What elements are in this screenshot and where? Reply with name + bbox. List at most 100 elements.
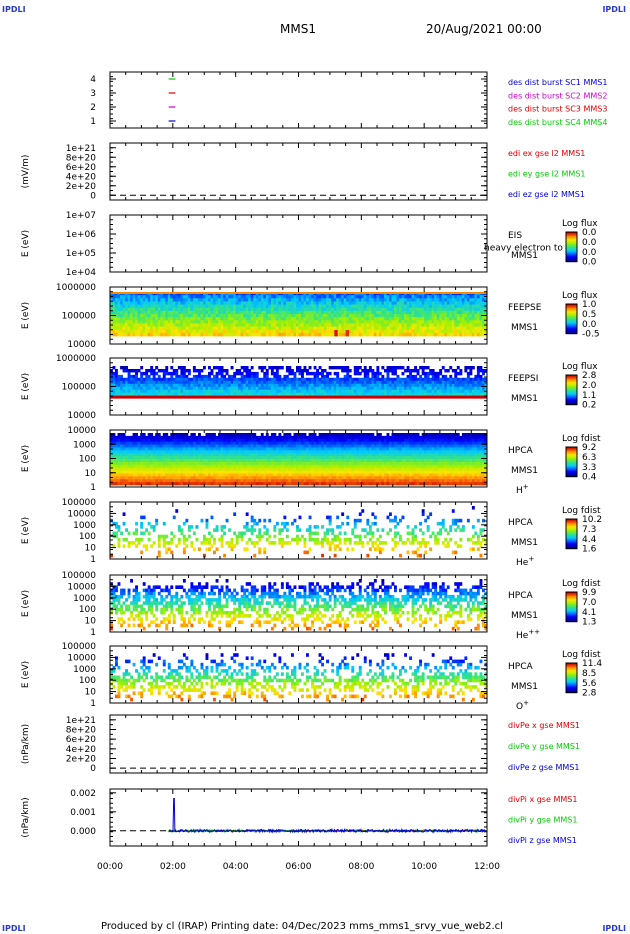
spectrogram-cell bbox=[205, 479, 209, 483]
spectrogram-cell bbox=[255, 323, 259, 327]
spectrogram-cell bbox=[127, 298, 131, 302]
spectrogram-cell bbox=[285, 329, 289, 334]
spectrogram-cell bbox=[378, 301, 382, 305]
spectrogram-cell bbox=[434, 392, 438, 397]
spectrogram-cell bbox=[331, 314, 335, 318]
spectrogram-cell bbox=[303, 389, 307, 394]
spectrogram-cell bbox=[275, 298, 279, 302]
spectrogram-cell bbox=[406, 310, 410, 315]
spectrogram-cell bbox=[291, 377, 294, 382]
spectrogram-cell bbox=[190, 441, 194, 445]
spectrogram-cell bbox=[185, 332, 189, 337]
colorbar-frame bbox=[565, 231, 578, 263]
spectrogram-cell bbox=[484, 320, 488, 324]
spectrogram-cell bbox=[338, 377, 342, 382]
spectrogram-cell bbox=[157, 482, 161, 486]
spectrogram-cell bbox=[358, 380, 362, 385]
spectrogram-cell bbox=[140, 459, 144, 463]
spectrogram-cell bbox=[280, 386, 284, 391]
spectrogram-cell bbox=[112, 301, 116, 305]
spectrogram-cell bbox=[338, 329, 342, 334]
spectrogram-cell bbox=[366, 320, 370, 324]
spectrogram-cell bbox=[122, 386, 126, 391]
spectrogram-cell bbox=[240, 464, 244, 469]
spectrogram-cell bbox=[263, 389, 267, 394]
spectrogram-cell bbox=[213, 453, 216, 457]
spectrogram-cell bbox=[180, 320, 184, 324]
spectrogram-cell bbox=[268, 389, 272, 394]
spectrogram-cell bbox=[130, 470, 133, 474]
spectrogram-cell bbox=[366, 386, 370, 391]
spectrogram-cell bbox=[200, 377, 204, 382]
spectrogram-cell bbox=[147, 435, 151, 440]
spectrogram-cell bbox=[225, 298, 229, 302]
spectrogram-cell bbox=[175, 476, 179, 480]
spectrogram-cell bbox=[170, 464, 174, 469]
spectrogram-cell bbox=[122, 329, 126, 334]
spectrogram-cell bbox=[411, 377, 415, 382]
spectrogram-cell bbox=[245, 453, 249, 457]
colorbar-swatch bbox=[566, 384, 577, 387]
colorbar-swatch bbox=[566, 246, 577, 249]
spectrogram-cell bbox=[130, 301, 133, 305]
spectrogram-cell bbox=[318, 389, 322, 394]
spectrogram-cell bbox=[225, 447, 229, 451]
spectrogram-cell bbox=[429, 371, 433, 376]
spectrogram-cell bbox=[250, 320, 254, 324]
spectrogram-cell bbox=[296, 304, 299, 309]
spectrogram-cell bbox=[235, 467, 239, 471]
spectrogram-cell bbox=[424, 307, 428, 312]
spectrogram-cell bbox=[404, 314, 407, 318]
spectrogram-cell bbox=[373, 392, 377, 397]
spectrogram-cell bbox=[233, 435, 237, 440]
spectrogram-cell bbox=[213, 482, 216, 486]
spectrogram-cell bbox=[248, 380, 252, 385]
spectrogram-cell bbox=[120, 326, 123, 331]
spectrogram-cell bbox=[253, 479, 257, 483]
spectrogram-cell bbox=[308, 329, 312, 334]
spectrogram-cell bbox=[240, 453, 244, 457]
spectrogram-cell bbox=[273, 383, 277, 388]
spectrogram-cell bbox=[112, 482, 116, 486]
spectrogram-cell bbox=[117, 307, 121, 312]
spectrogram-cell bbox=[348, 383, 352, 388]
spectrogram-cell bbox=[205, 377, 209, 382]
spectrogram-cell bbox=[205, 295, 209, 299]
spectrogram-cell bbox=[293, 304, 297, 309]
spectrogram-cell bbox=[346, 374, 350, 379]
spectrogram-cell bbox=[303, 317, 307, 321]
spectrogram-cell bbox=[140, 441, 144, 445]
spectrogram-cell bbox=[220, 435, 224, 440]
spectrogram-cell bbox=[112, 461, 116, 466]
spectrogram-cell bbox=[401, 326, 405, 331]
spectrogram-cell bbox=[411, 323, 415, 327]
spectrogram-cell bbox=[150, 371, 154, 376]
spectrogram-cell bbox=[429, 295, 433, 299]
spectrogram-cell bbox=[471, 332, 475, 337]
spectrogram-cell bbox=[160, 479, 164, 483]
spectrogram-cell bbox=[218, 329, 221, 334]
spectrogram-cell bbox=[190, 433, 194, 437]
spectrogram-cell bbox=[120, 374, 123, 379]
spectrogram-cell bbox=[318, 326, 322, 331]
spectrogram-cell bbox=[210, 467, 214, 471]
spectrogram-cell bbox=[356, 371, 360, 376]
spectrogram-cell bbox=[122, 450, 126, 454]
spectrogram-cell bbox=[157, 438, 161, 443]
spectrogram-cell bbox=[220, 438, 224, 443]
spectrogram-cell bbox=[245, 369, 249, 373]
spectrogram-cell bbox=[454, 389, 458, 394]
spectrogram-cell bbox=[474, 320, 478, 324]
spectrogram-cell bbox=[142, 447, 146, 451]
spectrogram-cell bbox=[243, 323, 247, 327]
spectrogram-cell bbox=[135, 323, 138, 327]
spectrogram-cell bbox=[177, 476, 181, 480]
spectrogram-cell bbox=[434, 323, 438, 327]
spectrogram-cell bbox=[250, 470, 254, 474]
spectrogram-cell bbox=[268, 310, 272, 315]
spectrogram-cell bbox=[416, 317, 420, 321]
spectrogram-cell bbox=[426, 323, 430, 327]
spectrogram-cell bbox=[240, 438, 244, 443]
spectrogram-cell bbox=[200, 389, 204, 394]
spectrogram-cell bbox=[399, 307, 402, 312]
